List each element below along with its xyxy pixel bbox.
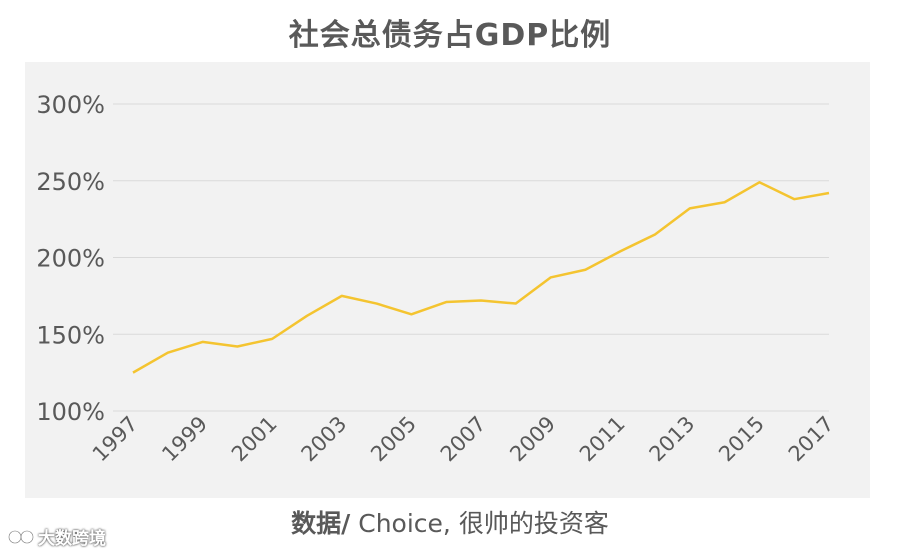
gridlines [113,103,829,412]
x-tick-label: 2005 [366,412,421,467]
x-tick-label: 2013 [645,412,700,467]
series-layer [132,181,830,374]
x-tick-label: 2015 [714,412,769,467]
y-tick-label: 100% [36,398,105,426]
x-tick-label: 2011 [575,412,630,467]
y-tick-label: 150% [36,321,105,349]
source-text: Choice, 很帅的投资客 [350,509,609,538]
x-tick-label: 2001 [227,412,282,467]
x-tick-label: 2007 [436,412,491,467]
x-tick-label: 2003 [297,412,352,467]
series-line [132,181,830,374]
chart-title: 社会总债务占GDP比例 [288,18,612,53]
watermark: 大数跨境 [8,524,106,549]
watermark-logo-icon [8,529,34,544]
watermark-text: 大数跨境 [38,529,106,549]
x-tick-label: 1999 [157,412,212,467]
x-axis-ticks: 1997 1999 2001 2003 2005 2007 2009 2011 2013 2015… [88,412,839,467]
source-label: 数据/ [291,509,351,538]
y-tick-label: 250% [36,168,105,196]
chart-panel [25,62,870,498]
source-note: 数据/ Choice, 很帅的投资客 [0,504,900,540]
y-tick-label: 200% [36,245,105,273]
y-tick-label: 300% [36,91,105,119]
x-tick-label: 2017 [784,412,839,467]
y-axis-ticks: 100% 150% 200% 250% 300% [36,91,105,426]
x-tick-label: 2009 [505,412,560,467]
